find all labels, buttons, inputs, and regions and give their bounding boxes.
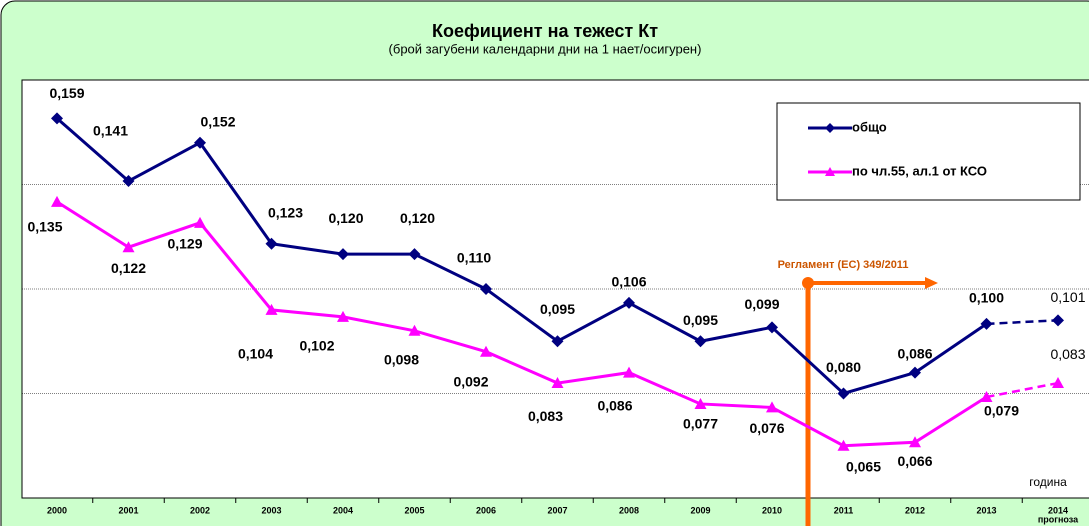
data-label: 0,120 [400, 210, 435, 226]
point [837, 387, 850, 400]
annotation-dot [802, 277, 814, 289]
legend-box [776, 102, 1081, 201]
x-tick-label: 2014 [1048, 505, 1068, 515]
point [194, 216, 206, 228]
point [837, 439, 850, 451]
arrow-head [925, 277, 938, 289]
data-label: 0,106 [611, 274, 646, 290]
point [337, 248, 349, 261]
point [980, 390, 993, 402]
point [480, 345, 492, 357]
data-label: 0,098 [384, 352, 419, 368]
data-label: 0,083 [1050, 346, 1085, 362]
point [408, 324, 421, 336]
data-label: 0,100 [969, 290, 1004, 306]
data-label: 0,122 [111, 260, 146, 276]
data-label: 0,066 [897, 453, 932, 469]
x-tick-label: 2009 [690, 505, 710, 515]
point [623, 296, 635, 309]
x-tick-label: 2008 [619, 505, 639, 515]
point [122, 241, 135, 253]
x-tick-label: 2006 [476, 505, 496, 515]
legend-label: по чл.55, ал.1 от КСО [852, 163, 987, 178]
point [194, 136, 206, 149]
data-label: 0,159 [49, 85, 84, 101]
point [694, 397, 707, 409]
data-label: 0,086 [897, 345, 932, 361]
forecast-label: прогноза [1038, 514, 1079, 524]
data-label: 0,102 [299, 338, 334, 354]
data-label: 0,099 [744, 296, 779, 312]
data-label: 0,104 [238, 346, 273, 362]
data-label: 0,120 [328, 210, 363, 226]
data-label: 0,123 [268, 204, 303, 220]
x-tick-label: 2011 [834, 505, 854, 515]
chart-title: Коефициент на тежест Кт [432, 21, 658, 41]
annotation: Регламент (ЕС) 349/2011 [778, 259, 909, 271]
series-line [56, 200, 988, 448]
point [766, 401, 778, 413]
legend-marker [825, 167, 835, 176]
data-label: 0,152 [200, 113, 235, 129]
point [694, 335, 707, 348]
data-label: 0,080 [826, 359, 861, 375]
point [408, 248, 421, 261]
data-label: 0,135 [27, 219, 62, 235]
data-label: 0,076 [749, 420, 784, 436]
x-tick-label: 2005 [404, 505, 424, 515]
point [1052, 377, 1064, 389]
data-label: 0,110 [457, 250, 491, 266]
point [337, 310, 349, 322]
x-tick-label: 2004 [333, 505, 353, 515]
data-label: 0,086 [597, 397, 632, 413]
point [265, 303, 278, 315]
x-tick-label: 2012 [905, 505, 925, 515]
data-label: 0,077 [683, 416, 718, 432]
point [122, 175, 135, 188]
point [51, 195, 63, 207]
chart-subtitle: (брой загубени календарни дни на 1 нает/… [389, 41, 702, 56]
data-label: 0,095 [540, 301, 575, 317]
point [51, 112, 63, 125]
point [766, 321, 778, 334]
forecast-line [986, 319, 1059, 326]
legend-marker [825, 123, 835, 133]
point [551, 335, 564, 348]
data-label: 0,101 [1050, 289, 1085, 305]
point [551, 377, 564, 389]
x-tick-label: 2013 [976, 505, 996, 515]
x-tick-label: 2002 [190, 505, 210, 515]
x-tick-label: 2007 [547, 505, 567, 515]
x-axis-label: година [1029, 475, 1067, 489]
data-label: 0,079 [984, 403, 1019, 419]
series-line [56, 117, 988, 396]
x-tick-label: 2010 [762, 505, 782, 515]
data-label: 0,129 [167, 236, 202, 252]
point [909, 436, 921, 448]
data-label: 0,065 [846, 458, 881, 474]
legend-label: общо [852, 119, 887, 134]
point [265, 237, 278, 250]
x-tick-label: 2000 [47, 505, 67, 515]
point [980, 317, 993, 330]
point [909, 366, 921, 379]
x-tick-label: 2001 [118, 505, 138, 515]
data-label: 0,092 [453, 373, 488, 389]
data-label: 0,083 [528, 408, 563, 424]
point [623, 366, 635, 378]
data-label: 0,141 [93, 123, 128, 139]
data-label: 0,095 [683, 312, 718, 328]
point [1052, 314, 1064, 327]
point [480, 283, 492, 295]
x-tick-label: 2003 [261, 505, 281, 515]
